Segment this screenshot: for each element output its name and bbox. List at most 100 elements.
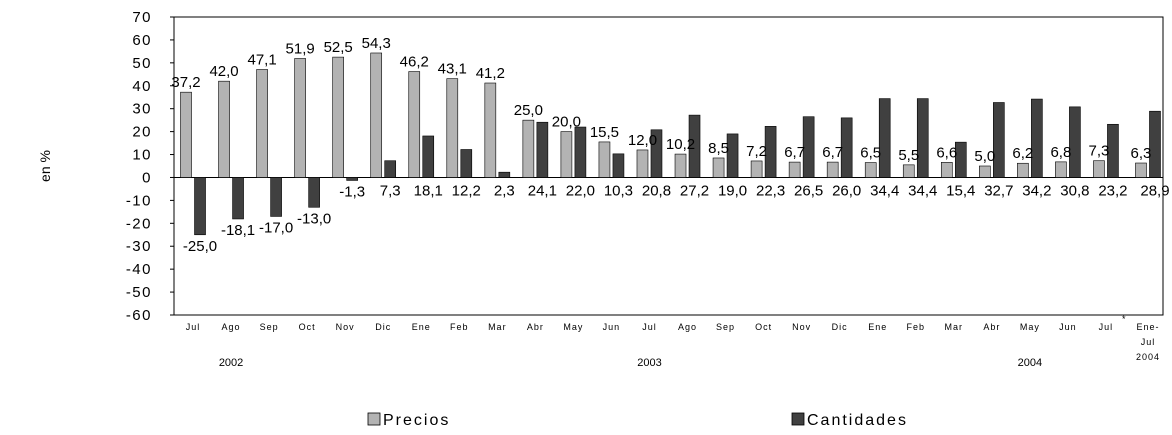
data-label-precios: 7,2 (746, 143, 767, 160)
y-tick-label: 0 (142, 169, 152, 186)
bar-precios (218, 80, 230, 178)
y-axis-label: en % (37, 150, 53, 182)
x-tick-label: Jun (603, 322, 621, 332)
x-tick-label: Nov (792, 322, 811, 332)
x-tick-label: Ago (222, 322, 241, 332)
x-tick-label: Mar (488, 322, 507, 332)
data-label-cantidades: 34,4 (908, 182, 937, 199)
data-labels: 37,2 -25,0 42,0 -18,1 47,1 -17,0 51,9 -13,0 52,5… (171, 35, 1169, 255)
data-label-cantidades: 23,2 (1098, 182, 1127, 199)
data-label-precios: 54,3 (362, 35, 391, 52)
x-tick-label: Jul (642, 322, 657, 332)
x-tick-label: Feb (450, 322, 469, 332)
x-tick-label: Ene (412, 322, 431, 332)
data-label-cantidades: 10,3 (604, 182, 633, 199)
bar-cantidades (384, 160, 397, 178)
x-tick-label: Jul (1099, 322, 1114, 332)
data-label-cantidades: 15,4 (946, 182, 975, 199)
y-tick-label: 40 (132, 78, 152, 95)
data-label-cantidades: 30,8 (1060, 182, 1089, 199)
bar-cantidades (764, 126, 777, 178)
x-tick-label: Oct (299, 322, 316, 332)
bar-precios (902, 164, 915, 178)
data-label-cantidades: 32,7 (984, 182, 1013, 199)
x-tick-label: Ene- (1136, 322, 1159, 332)
bar-cantidades (460, 149, 473, 178)
bar-precios (788, 161, 801, 178)
data-label-precios: 6,3 (1131, 145, 1152, 162)
bar-cantidades (574, 126, 587, 178)
data-label-precios: 6,2 (1012, 145, 1033, 162)
data-label-precios: 20,0 (552, 114, 581, 131)
x-tick-label: Ene (868, 322, 887, 332)
bar-cantidades (840, 117, 853, 178)
bar-cantidades (612, 153, 625, 178)
y-tick-label: -50 (126, 284, 152, 301)
y-axis-ticks: -60 -50 -40 -30 -20 -10 0 10 20 30 40 50 60 70 (126, 9, 174, 324)
data-label-cantidades: 7,3 (380, 182, 401, 199)
bar-precios (332, 56, 344, 178)
x-tick-label: Jul (1141, 337, 1156, 347)
y-tick-label: -40 (126, 261, 152, 278)
x-tick-label: May (563, 322, 583, 332)
data-label-cantidades: 34,2 (1022, 182, 1051, 199)
x-tick-label: Jun (1059, 322, 1077, 332)
bar-cantidades (194, 177, 206, 236)
y-tick-label: 50 (132, 55, 152, 72)
bar-cantidades (726, 133, 739, 178)
bar-cantidades (232, 177, 244, 220)
data-label-precios: 47,1 (247, 51, 276, 68)
data-label-cantidades: 28,9 (1140, 182, 1169, 199)
data-label-cantidades: 26,0 (832, 182, 861, 199)
data-label-precios: 6,7 (784, 144, 805, 161)
data-label-cantidades: 27,2 (680, 182, 709, 199)
x-tick-label: Sep (716, 322, 735, 332)
data-label-cantidades: -17,0 (259, 219, 293, 236)
bar-precios (826, 161, 839, 178)
bar-cantidades (346, 177, 358, 181)
y-tick-label: -20 (126, 215, 152, 232)
legend-label-cantidades: Cantidades (807, 412, 908, 429)
bar-precios (674, 153, 687, 178)
bar-cantidades (1031, 98, 1043, 178)
data-label-precios: 51,9 (286, 40, 315, 57)
data-label-cantidades: -1,3 (339, 183, 365, 200)
data-label-cantidades: 22,3 (756, 182, 785, 199)
bar-precios (484, 82, 497, 178)
data-label-precios: 15,5 (590, 124, 619, 141)
bar-cantidades (954, 141, 967, 178)
y-tick-label: -30 (126, 238, 152, 255)
x-tick-label: Nov (336, 322, 355, 332)
bar-cantidades (270, 177, 282, 217)
data-label-precios: 5,0 (974, 148, 995, 165)
data-label-precios: 42,0 (209, 63, 238, 80)
x-tick-note: * (1122, 314, 1127, 324)
bar-precios (1017, 162, 1029, 178)
legend-swatch-cantidades (791, 412, 805, 426)
bar-cantidades (1149, 110, 1161, 178)
bar-cantidades (308, 177, 320, 208)
bar-cantidades (1107, 123, 1119, 178)
x-tick-label: Dic (375, 322, 391, 332)
data-label-precios: 6,8 (1050, 144, 1071, 161)
plot-area (173, 16, 1164, 316)
bar-precios (560, 131, 573, 178)
bar-cantidades (1069, 106, 1081, 178)
y-tick-label: 10 (132, 147, 152, 164)
x-tick-label: Dic (832, 322, 848, 332)
bar-precios (180, 91, 192, 178)
data-label-precios: 10,2 (666, 136, 695, 153)
year-label: 2003 (637, 357, 661, 369)
data-label-precios: 37,2 (171, 74, 200, 91)
bar-cantidades (422, 135, 435, 178)
data-label-precios: 8,5 (708, 140, 729, 157)
x-axis-ticks: Jul Ago Sep Oct Nov Dic Ene Feb Mar Abr May Jun Jul A… (186, 314, 1159, 362)
data-label-cantidades: 18,1 (414, 182, 443, 199)
bar-precios (294, 58, 306, 178)
bar-precios (750, 160, 763, 178)
bars (180, 52, 1161, 236)
x-tick-label: Mar (945, 322, 964, 332)
bar-precios (598, 141, 611, 178)
data-label-cantidades: 19,0 (718, 182, 747, 199)
